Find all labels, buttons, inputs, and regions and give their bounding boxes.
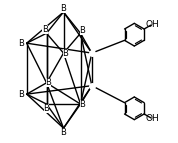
Text: B: B [18, 39, 24, 48]
Text: B: B [61, 128, 66, 137]
Text: B: B [61, 4, 66, 13]
Text: B: B [44, 104, 49, 113]
Text: B: B [62, 49, 68, 58]
Text: B: B [42, 25, 48, 34]
Text: OH: OH [145, 114, 159, 123]
Text: B: B [46, 78, 51, 87]
Text: B: B [80, 100, 85, 109]
Text: B: B [18, 90, 24, 99]
Text: B: B [80, 26, 85, 35]
Text: OH: OH [145, 20, 159, 29]
